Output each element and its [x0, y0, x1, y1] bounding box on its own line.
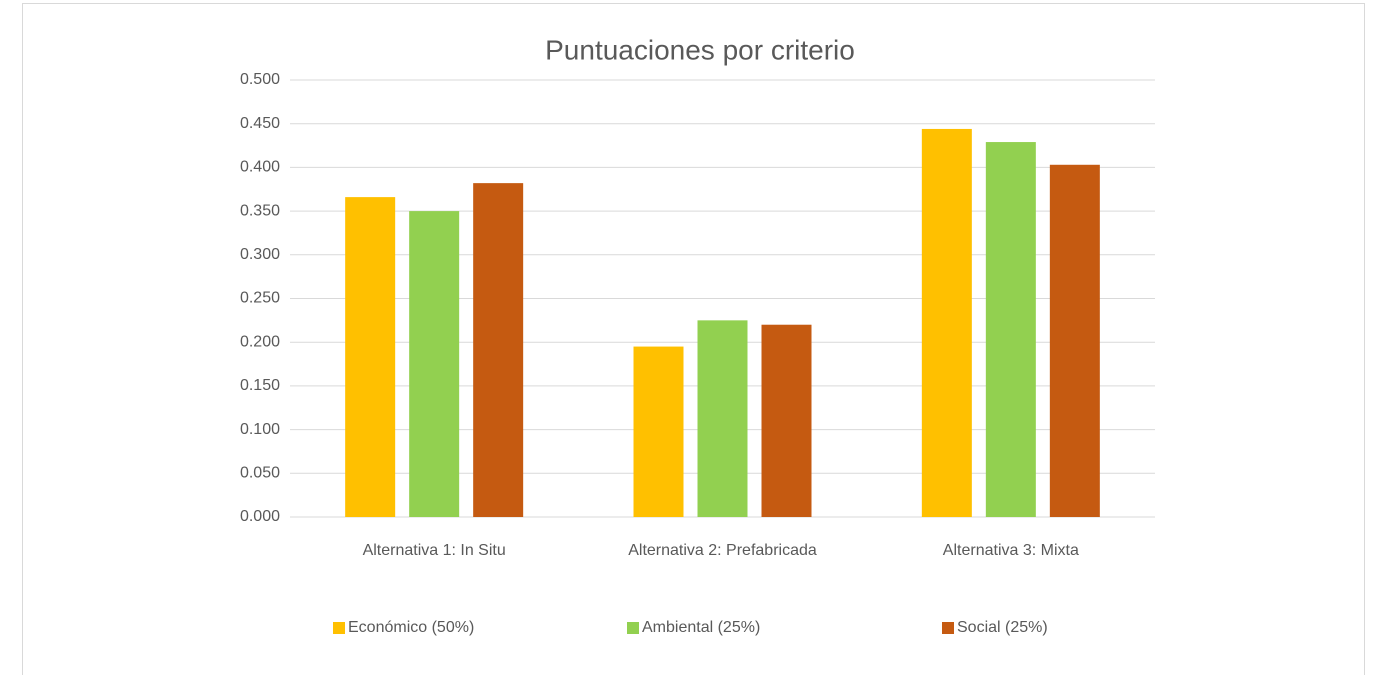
- chart-title: Puntuaciones por criterio: [545, 34, 855, 65]
- bar: [921, 128, 972, 517]
- y-tick-label: 0.300: [240, 246, 280, 263]
- bar: [761, 324, 812, 517]
- bar: [985, 142, 1036, 517]
- bar: [697, 320, 748, 517]
- legend-swatch: [942, 622, 954, 634]
- y-tick-label: 0.250: [240, 290, 280, 307]
- y-tick-label: 0.500: [240, 71, 280, 88]
- y-tick-label: 0.100: [240, 421, 280, 438]
- bar: [473, 183, 524, 517]
- legend-swatch: [627, 622, 639, 634]
- y-tick-label: 0.350: [240, 202, 280, 219]
- x-tick-label: Alternativa 1: In Situ: [363, 542, 506, 559]
- y-tick-label: 0.050: [240, 465, 280, 482]
- chart-frame: [22, 3, 1365, 675]
- legend-label: Ambiental (25%): [642, 619, 760, 636]
- bar: [345, 197, 396, 517]
- y-tick-label: 0.150: [240, 377, 280, 394]
- legend-label: Social (25%): [957, 619, 1048, 636]
- y-tick-label: 0.000: [240, 508, 280, 525]
- y-tick-label: 0.400: [240, 159, 280, 176]
- y-tick-label: 0.200: [240, 333, 280, 350]
- legend-label: Económico (50%): [348, 619, 474, 636]
- bar: [409, 211, 460, 517]
- x-tick-label: Alternativa 3: Mixta: [943, 542, 1079, 559]
- x-tick-label: Alternativa 2: Prefabricada: [628, 542, 817, 559]
- y-tick-label: 0.450: [240, 115, 280, 132]
- bar: [633, 346, 684, 517]
- legend-swatch: [333, 622, 345, 634]
- bar: [1049, 164, 1100, 517]
